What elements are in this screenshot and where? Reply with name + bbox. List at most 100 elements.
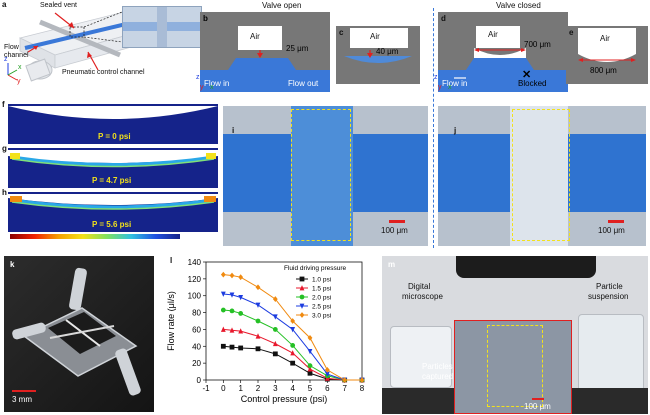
- panel-letter-d: d: [441, 14, 446, 23]
- data-point: [342, 377, 348, 383]
- legend-entry: 1.5 psi: [312, 286, 331, 293]
- panel-i: 100 μm: [223, 106, 428, 246]
- air-chamber-d: Air: [476, 26, 520, 48]
- channel-inset: [122, 6, 202, 48]
- membrane-h: [8, 194, 218, 210]
- panel-letter-g: g: [2, 144, 7, 153]
- data-point: [324, 371, 330, 377]
- x-tick-label: 0: [221, 384, 226, 393]
- flow-channel-d: [438, 48, 568, 92]
- panel-letter-h: h: [2, 188, 7, 197]
- y-tick-label: 140: [188, 258, 202, 267]
- panel-letter-b: b: [203, 14, 208, 23]
- dashed-box-m: [487, 325, 543, 407]
- capture-inset: [454, 320, 572, 414]
- x-tick-label: 3: [273, 384, 278, 393]
- panel-letter-j: j: [454, 126, 457, 135]
- data-point: [229, 327, 235, 333]
- air-label-c: Air: [370, 32, 380, 41]
- flow-out-b: Flow out: [288, 79, 319, 88]
- legend-entry: 3.0 psi: [312, 313, 331, 320]
- y-tick-label: 100: [188, 292, 202, 301]
- panel-l: l -1 0 1 2 3 4 5 6 7 8 0 20 40 60 80 100 120 140 Control p…: [160, 256, 370, 415]
- header-valve-closed: Valve closed: [496, 1, 541, 10]
- panel-letter-k: k: [10, 260, 15, 269]
- scale-i: 100 μm: [381, 226, 408, 235]
- microscope-head: [456, 256, 596, 278]
- scalebar-m: [532, 398, 544, 400]
- legend-title: Fluid driving pressure: [284, 265, 347, 272]
- data-point: [307, 348, 313, 355]
- data-point: [255, 302, 261, 308]
- legend-entry: 2.0 psi: [312, 295, 331, 302]
- label-flow-channel-1: Flow: [4, 44, 19, 51]
- channel-left-j: [438, 134, 510, 212]
- air-chamber-b: Air: [238, 26, 282, 50]
- legend-entry: 2.5 psi: [312, 304, 331, 311]
- label-pneumatic-channel: Pneumatic control channel: [62, 69, 145, 76]
- label-flow-channel-2: channel: [4, 52, 29, 59]
- panel-c: c Air 40 μm: [336, 26, 420, 84]
- data-point: [229, 272, 235, 279]
- data-point: [324, 366, 330, 373]
- data-point: [229, 344, 235, 350]
- series-line: [223, 328, 362, 381]
- dashed-box-j: [512, 109, 570, 241]
- flow-in-d: Flow in: [442, 79, 468, 88]
- y-axis-label: Flow rate (μl/s): [166, 291, 176, 351]
- data-point: [220, 291, 226, 297]
- legend-marker: [299, 276, 305, 282]
- y-tick-label: 20: [192, 359, 201, 368]
- data-point: [307, 334, 313, 341]
- panel-letter-l: l: [170, 256, 173, 265]
- plot-frame: [205, 261, 363, 381]
- label-microscope-2: microscope: [402, 292, 443, 301]
- panel-e: e Air 800 μm: [566, 26, 648, 84]
- bottle-right: [578, 314, 644, 394]
- membrane-c: [344, 50, 412, 63]
- x-axis-label: Control pressure (psi): [241, 394, 328, 404]
- x-tick-label: 8: [360, 384, 365, 393]
- membrane-g: [8, 150, 218, 168]
- panel-letter-f: f: [2, 100, 5, 109]
- data-point: [307, 363, 313, 369]
- y-tick-label: 80: [192, 309, 201, 318]
- x-tick-label: -1: [202, 384, 210, 393]
- inset-control-channel: [157, 7, 167, 47]
- blocked-label-d: Blocked: [518, 79, 547, 88]
- panel-letter-m: m: [388, 260, 396, 269]
- air-label-e: Air: [600, 34, 610, 43]
- panel-k: k 3 mm: [4, 256, 154, 412]
- legend-marker: [299, 294, 305, 300]
- colorbar: [10, 234, 180, 239]
- air-chamber-c: Air: [350, 28, 408, 48]
- label-suspension-2: suspension: [588, 292, 629, 301]
- axis-y-d: y: [438, 84, 442, 91]
- data-point: [290, 350, 296, 356]
- membrane-f: [8, 106, 218, 119]
- y-tick-label: 120: [188, 275, 202, 284]
- divider-dashed: [433, 8, 434, 248]
- y-tick-label: 0: [197, 376, 202, 385]
- data-point: [272, 340, 278, 347]
- x-tick-label: 5: [308, 384, 313, 393]
- data-point: [255, 333, 261, 339]
- scalebar-k: [12, 390, 36, 392]
- flow-channel-b: [200, 50, 330, 92]
- data-point: [272, 296, 278, 302]
- axis-z-b: z: [196, 74, 200, 81]
- legend-marker: [299, 312, 305, 318]
- data-point: [229, 292, 235, 298]
- axis-x-a: x: [18, 64, 22, 71]
- data-point: [229, 308, 235, 314]
- y-tick-label: 40: [192, 342, 201, 351]
- data-point: [272, 314, 278, 320]
- panel-letter-c: c: [339, 28, 344, 37]
- dim-d: 700 μm: [524, 40, 551, 49]
- data-point: [220, 343, 226, 349]
- axis-y-a: y: [17, 78, 21, 85]
- air-label-d: Air: [488, 30, 498, 39]
- pressure-h: P = 5.6 psi: [92, 220, 132, 229]
- data-point: [220, 271, 226, 278]
- data-point: [255, 318, 261, 324]
